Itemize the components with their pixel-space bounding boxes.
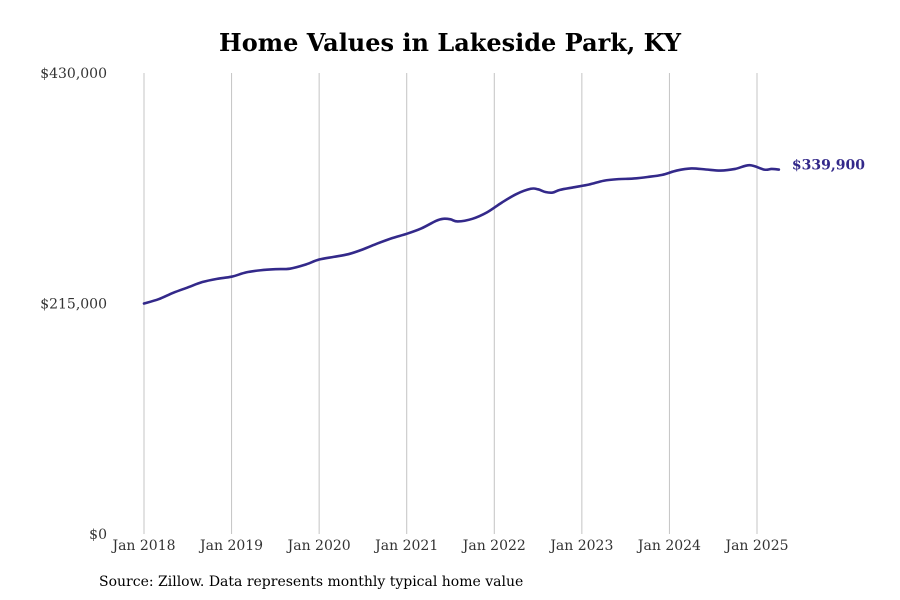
- x-tick-label: Jan 2020: [286, 538, 351, 554]
- gridlines: [143, 73, 758, 534]
- x-tick-label: Jan 2024: [636, 538, 701, 554]
- x-tick-label: Jan 2023: [548, 538, 613, 554]
- y-tick-label: $0: [89, 527, 107, 543]
- x-axis-ticks: Jan 2018 Jan 2019 Jan 2020 Jan 2021 Jan 2022…: [110, 538, 788, 554]
- x-tick-label: Jan 2019: [198, 538, 263, 554]
- end-value-label: $339,900: [792, 158, 865, 174]
- y-tick-label: $215,000: [40, 297, 107, 313]
- x-tick-label: Jan 2021: [373, 538, 438, 554]
- chart-title: Home Values in Lakeside Park, KY: [219, 28, 681, 57]
- x-tick-label: Jan 2022: [461, 538, 526, 554]
- x-tick-label: Jan 2018: [110, 538, 175, 554]
- y-tick-label: $430,000: [40, 66, 107, 82]
- x-tick-label: Jan 2025: [723, 538, 788, 554]
- end-label-layer: $339,900: [792, 158, 865, 174]
- source-note: Source: Zillow. Data represents monthly …: [99, 574, 524, 590]
- series-layer: [142, 163, 781, 305]
- y-axis-ticks: $0 $215,000 $430,000: [40, 66, 107, 543]
- series-line: [142, 163, 781, 305]
